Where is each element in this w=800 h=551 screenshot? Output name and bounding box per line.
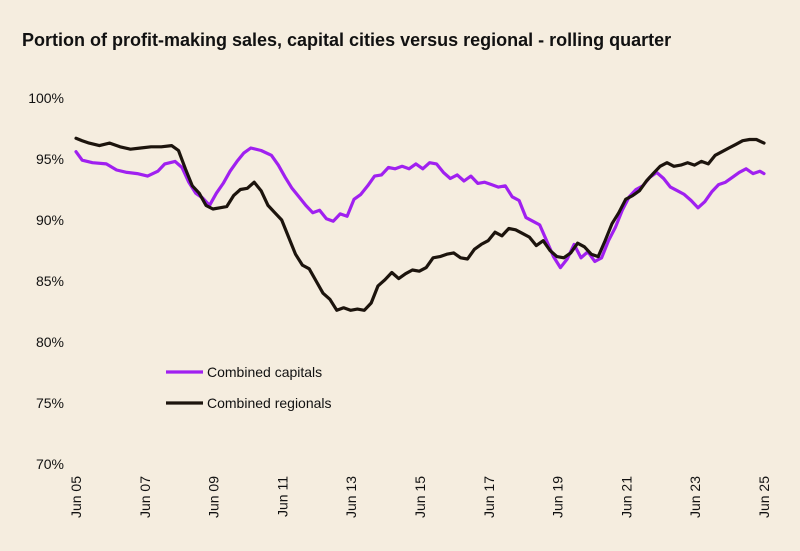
x-tick-label: Jun 25 [756,476,772,518]
y-tick-label: 100% [28,90,64,106]
y-tick-label: 80% [36,334,64,350]
y-tick-label: 90% [36,212,64,228]
x-tick-label: Jun 05 [68,476,84,518]
x-tick-label: Jun 21 [618,476,634,518]
x-tick-label: Jun 15 [412,476,428,518]
series-line-combined-regionals [74,136,766,312]
y-tick-label: 85% [36,273,64,289]
x-tick-label: Jun 13 [343,476,359,518]
x-tick-label: Jun 07 [137,476,153,518]
legend-label-capitals: Combined capitals [207,364,322,380]
x-axis-ticks: Jun 05 Jun 07 Jun 09 Jun 11 Jun 13 Jun 15 Jun … [68,476,772,518]
legend: Combined capitals Combined regionals [166,364,332,411]
chart-title: Portion of profit-making sales, capital … [22,30,672,50]
series-lines [74,136,766,312]
y-tick-label: 70% [36,456,64,472]
y-tick-label: 95% [36,151,64,167]
series-line-combined-capitals [74,146,766,270]
legend-label-regionals: Combined regionals [207,395,332,411]
x-tick-label: Jun 17 [481,476,497,518]
y-axis-ticks: 100% 95% 90% 85% 80% 75% 70% [28,90,64,472]
x-tick-label: Jun 09 [206,476,222,518]
x-tick-label: Jun 19 [550,476,566,518]
x-tick-label: Jun 11 [274,476,290,517]
x-tick-label: Jun 23 [687,476,703,518]
y-tick-label: 75% [36,395,64,411]
